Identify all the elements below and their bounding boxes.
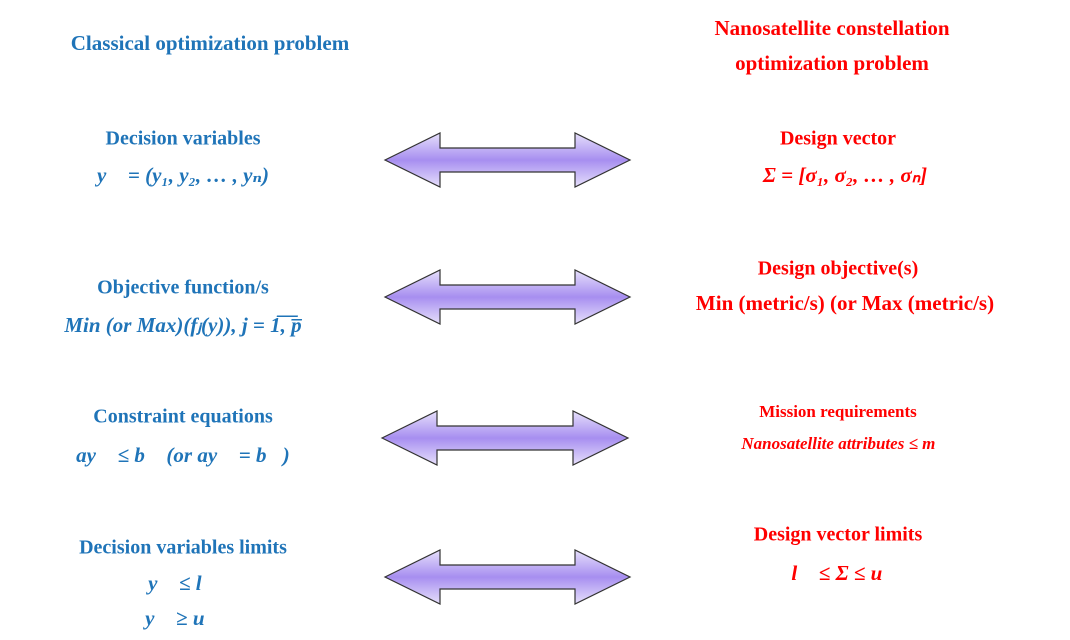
right-formula: Nanosatellite attributes ≤ m⃗ bbox=[740, 434, 948, 453]
right-title: Mission requirements bbox=[759, 402, 917, 421]
left-formula: y⃗ ≤ l⃗ bbox=[145, 571, 218, 595]
left-header: Classical optimization problem bbox=[71, 31, 350, 55]
left-title: Decision variables limits bbox=[79, 537, 287, 559]
left-title: Constraint equations bbox=[93, 406, 273, 428]
right-title: Design vector bbox=[780, 128, 896, 150]
right-header-line: Nanosatellite constellation bbox=[714, 16, 949, 40]
right-title: Design objective(s) bbox=[758, 258, 919, 280]
right-formula: Min (metric/s) (or Max (metric/s) bbox=[696, 291, 994, 315]
double-arrow bbox=[383, 549, 632, 605]
double-arrow bbox=[380, 410, 630, 466]
right-formula: l⃗ ≤ Σ ≤ u⃗ bbox=[791, 561, 898, 585]
right-formula: Σ = [σ₁, σ₂, … , σₙ] bbox=[762, 163, 927, 187]
left-formula: y⃗ ≥ u⃗ bbox=[142, 606, 221, 630]
double-arrow bbox=[383, 269, 632, 325]
left-formula: Min (or Max)(fⱼ(y)), j = 1̅,̅ ̅p̅ bbox=[63, 313, 302, 337]
right-header-line: optimization problem bbox=[735, 51, 929, 75]
left-formula: ay⃗ ≤ b⃗ (or ay⃗ = b⃗) bbox=[76, 443, 290, 467]
double-arrow bbox=[383, 132, 632, 188]
left-title: Objective function/s bbox=[97, 277, 269, 299]
left-title: Decision variables bbox=[106, 128, 261, 150]
left-formula: y⃗ = (y₁, y₂, … , yₙ) bbox=[94, 163, 269, 187]
right-title: Design vector limits bbox=[754, 524, 923, 546]
